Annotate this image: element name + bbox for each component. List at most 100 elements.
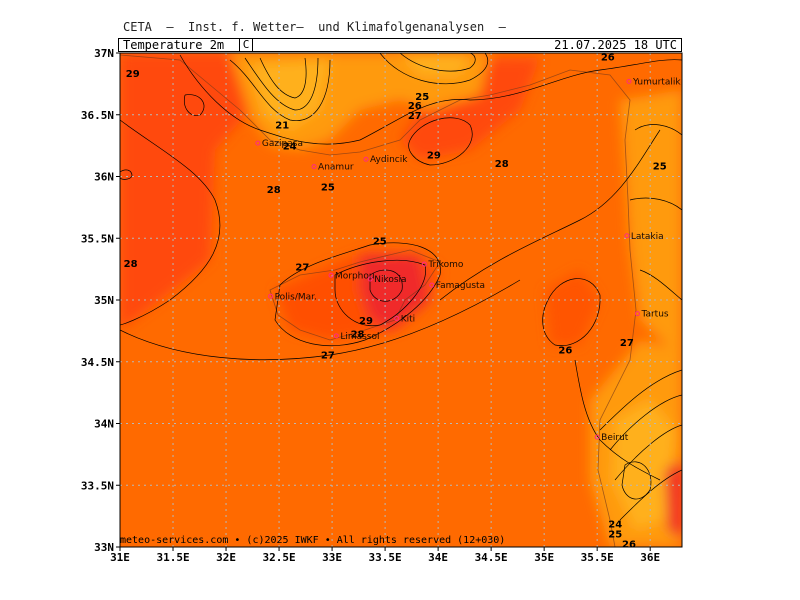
contour-value-label: 25: [415, 92, 429, 103]
place-name: Tartus: [640, 310, 668, 320]
contour-27-se: [574, 359, 661, 481]
lat-label: 36.5N: [81, 109, 114, 122]
contour-value-label: 28: [351, 329, 365, 340]
place-marker: [421, 261, 427, 267]
coastlines: [120, 54, 637, 547]
contour-ridge-2: [399, 53, 476, 72]
contour-cyprus-outer: [274, 242, 441, 346]
place-name: Nikosia: [374, 275, 406, 285]
lon-label: 32E: [216, 551, 236, 564]
longitude-labels: 31E 31.5E 32E 32.5E 33E 33.5E 34E 34.5E 35E 35.5E…: [110, 551, 660, 564]
lat-label: 35.5N: [81, 232, 114, 245]
syria-coast-cool: [620, 90, 682, 360]
contour-value-label: 29: [359, 316, 373, 327]
lat-label: 33N: [94, 541, 114, 554]
east-hot-edge: [665, 460, 682, 540]
lon-label: 34.5E: [475, 551, 508, 564]
axis-ticks: [116, 52, 651, 551]
place-marker: [268, 293, 274, 299]
place-name: Yumurtalik: [632, 77, 681, 87]
place-name: Aydincik: [370, 155, 408, 165]
contour-ridge-1: [379, 53, 489, 85]
contour-value-label: 26: [601, 53, 615, 64]
mainland-coast: [120, 54, 637, 547]
contour-value-label: 29: [427, 150, 441, 161]
lon-label: 35E: [534, 551, 554, 564]
contour-28-mid: [439, 129, 661, 301]
place-marker: [255, 140, 261, 146]
contour-mountain-2: [244, 57, 319, 111]
cyprus-coast: [269, 249, 441, 341]
lon-label: 31.5E: [156, 551, 189, 564]
contour-value-label: 25: [373, 237, 387, 248]
contour-value-label: 25: [608, 529, 622, 540]
contour-value-label: 26: [558, 345, 572, 356]
place-name: Kiti: [401, 315, 415, 325]
contour-mountain-1: [229, 59, 331, 121]
place-marker: [363, 156, 369, 162]
place-name: Limassol: [340, 332, 379, 342]
se-sea-warm: [545, 270, 600, 345]
place-name: Latakia: [631, 232, 664, 242]
contour-value-label: 24: [283, 142, 297, 153]
contour-value-label: 24: [608, 520, 622, 531]
contour-cyprus-inner: [334, 259, 426, 327]
contour-value-label: 25: [653, 161, 667, 172]
cyprus-hot-core: [360, 255, 430, 330]
lon-label: 33E: [322, 551, 342, 564]
lon-label: 36E: [640, 551, 660, 564]
place-marker: [594, 434, 600, 440]
graticule: [120, 53, 682, 547]
place-marker: [626, 78, 632, 84]
lat-label: 36N: [94, 171, 114, 184]
north-ridge-cooler: [400, 53, 470, 75]
contour-value-label: 27: [321, 350, 335, 361]
place-layer: Yumurtalik Gazipasa Anamur Aydincik Latakia T…: [255, 77, 681, 443]
contour-value-label: 21: [275, 121, 289, 132]
contour-value-label: 28: [267, 185, 281, 196]
lat-label: 34N: [94, 418, 114, 431]
contour-mountain-3: [259, 57, 307, 99]
contour-value-label: 27: [408, 111, 422, 122]
place-name: Polis/Mar.: [275, 292, 317, 302]
place-name: Trikomo: [427, 260, 464, 270]
contour-value-label: 27: [620, 338, 634, 349]
contour-28-north: [179, 54, 682, 145]
contour-west-hot: [120, 119, 221, 326]
contour-levant-2: [609, 394, 682, 451]
lon-label: 31E: [110, 551, 130, 564]
contour-value-label: 27: [295, 263, 309, 274]
place-name: Morphou: [335, 271, 375, 281]
place-marker: [634, 311, 640, 317]
contour-syria-1: [634, 124, 682, 136]
place-marker: [429, 282, 435, 288]
place-marker: [311, 164, 317, 170]
lat-label: 33.5N: [81, 479, 114, 492]
valid-time: 21.07.2025 18 UTC: [554, 38, 677, 52]
contour-levant-3: [614, 424, 682, 481]
institute-header: CETA – Inst. f. Wetter– und Klimafolgena…: [123, 20, 506, 34]
place-marker: [624, 233, 630, 239]
lat-label: 34.5N: [81, 356, 114, 369]
copyright-footer: meteo-services.com • (c)2025 IWKF • All …: [120, 535, 506, 546]
contour-syria-3: [639, 269, 682, 301]
lat-label: 35N: [94, 294, 114, 307]
contour-value-label: 25: [321, 182, 335, 193]
place-marker: [333, 333, 339, 339]
latitude-labels: 37N 36.5N 36N 35.5N 35N 34.5N 34N 33.5N 33N: [81, 47, 114, 554]
contour-value-label: 29: [126, 69, 140, 80]
contour-beirut-cool: [621, 461, 652, 500]
contour-syria-2: [629, 197, 682, 211]
contour-value-label: 28: [495, 159, 509, 170]
unit-box: C: [239, 38, 253, 52]
contour-27-south: [120, 279, 521, 360]
place-marker: [394, 316, 400, 322]
contour-value-label: 26: [408, 101, 422, 112]
parameter-name: Temperature_2m_: [123, 38, 232, 52]
lon-label: 34E: [428, 551, 448, 564]
place-marker: [328, 272, 334, 278]
lon-label: 33.5E: [369, 551, 402, 564]
